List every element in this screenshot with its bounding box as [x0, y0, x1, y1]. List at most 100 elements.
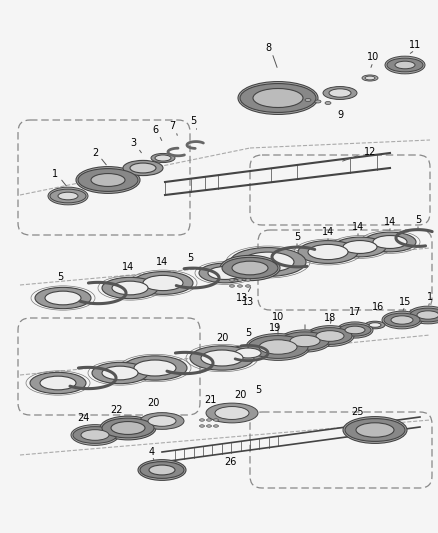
Text: 9: 9 [336, 110, 342, 120]
Text: 8: 8 [265, 43, 270, 53]
Ellipse shape [91, 174, 125, 187]
Ellipse shape [102, 277, 158, 298]
Ellipse shape [344, 326, 364, 334]
Ellipse shape [112, 281, 148, 295]
Text: 14: 14 [122, 262, 134, 272]
Text: 3: 3 [130, 138, 136, 148]
Ellipse shape [305, 326, 353, 346]
Ellipse shape [78, 168, 138, 191]
Ellipse shape [241, 252, 293, 272]
Ellipse shape [155, 155, 171, 161]
Ellipse shape [111, 422, 145, 434]
Ellipse shape [240, 84, 315, 112]
Ellipse shape [201, 350, 243, 366]
Text: 20: 20 [146, 398, 159, 408]
Ellipse shape [258, 340, 297, 354]
Text: 18: 18 [323, 313, 336, 323]
Text: 11: 11 [408, 40, 420, 50]
Text: 7: 7 [169, 121, 175, 131]
Text: 1: 1 [52, 169, 58, 179]
Ellipse shape [48, 187, 88, 205]
Text: 5: 5 [293, 232, 300, 242]
Ellipse shape [208, 266, 241, 279]
Text: 12: 12 [363, 147, 375, 157]
Ellipse shape [368, 322, 380, 327]
Ellipse shape [215, 407, 248, 419]
Ellipse shape [416, 311, 438, 319]
Ellipse shape [45, 291, 81, 305]
Ellipse shape [30, 373, 86, 394]
Ellipse shape [336, 322, 372, 338]
Ellipse shape [76, 167, 140, 193]
Text: 25: 25 [351, 407, 364, 417]
Text: 15: 15 [398, 297, 410, 307]
Text: 1: 1 [426, 292, 432, 302]
Ellipse shape [355, 423, 393, 437]
Text: 5: 5 [254, 385, 261, 395]
Ellipse shape [138, 459, 186, 480]
Ellipse shape [307, 328, 351, 344]
Ellipse shape [102, 418, 154, 438]
Text: 20: 20 [233, 390, 246, 400]
Text: 2: 2 [92, 148, 98, 158]
Ellipse shape [140, 413, 184, 430]
Ellipse shape [123, 356, 187, 380]
Ellipse shape [245, 285, 250, 287]
Text: 5: 5 [190, 116, 196, 126]
Ellipse shape [314, 100, 320, 103]
Text: 5: 5 [187, 253, 193, 263]
Ellipse shape [361, 75, 377, 81]
Ellipse shape [237, 279, 242, 281]
Ellipse shape [407, 306, 438, 324]
Ellipse shape [231, 261, 267, 275]
Ellipse shape [245, 334, 309, 360]
Ellipse shape [324, 101, 330, 104]
Text: 24: 24 [77, 413, 89, 423]
Ellipse shape [81, 430, 109, 440]
Ellipse shape [390, 316, 412, 324]
Text: 4: 4 [148, 447, 155, 457]
Text: 19: 19 [268, 323, 280, 333]
Ellipse shape [342, 417, 406, 443]
Ellipse shape [71, 425, 119, 446]
Ellipse shape [297, 240, 357, 263]
Ellipse shape [279, 330, 330, 352]
Text: 14: 14 [351, 222, 363, 232]
Ellipse shape [322, 86, 356, 100]
Text: 20: 20 [215, 333, 228, 343]
Ellipse shape [58, 192, 78, 200]
Text: 10: 10 [271, 312, 283, 322]
Ellipse shape [213, 425, 218, 427]
Ellipse shape [372, 236, 406, 248]
Ellipse shape [381, 311, 421, 329]
Ellipse shape [304, 99, 310, 101]
Ellipse shape [333, 237, 385, 257]
Ellipse shape [148, 465, 175, 475]
Ellipse shape [206, 425, 211, 427]
Ellipse shape [338, 324, 370, 336]
Text: 21: 21 [203, 395, 215, 405]
Ellipse shape [123, 160, 162, 175]
Text: 16: 16 [371, 302, 383, 312]
Ellipse shape [151, 154, 175, 163]
Ellipse shape [245, 279, 250, 281]
Ellipse shape [234, 348, 261, 358]
Ellipse shape [199, 425, 204, 427]
Ellipse shape [315, 330, 343, 341]
Ellipse shape [143, 276, 183, 290]
Ellipse shape [364, 321, 384, 329]
Ellipse shape [237, 82, 317, 115]
Ellipse shape [230, 247, 305, 277]
Ellipse shape [363, 232, 415, 252]
Ellipse shape [199, 419, 204, 421]
Text: 14: 14 [321, 227, 333, 237]
Ellipse shape [229, 279, 234, 281]
Ellipse shape [229, 285, 234, 287]
Ellipse shape [100, 416, 155, 440]
Text: 5: 5 [414, 215, 420, 225]
Ellipse shape [384, 56, 424, 74]
Ellipse shape [102, 366, 138, 380]
Ellipse shape [190, 346, 254, 370]
Ellipse shape [92, 362, 148, 384]
Ellipse shape [219, 255, 279, 281]
